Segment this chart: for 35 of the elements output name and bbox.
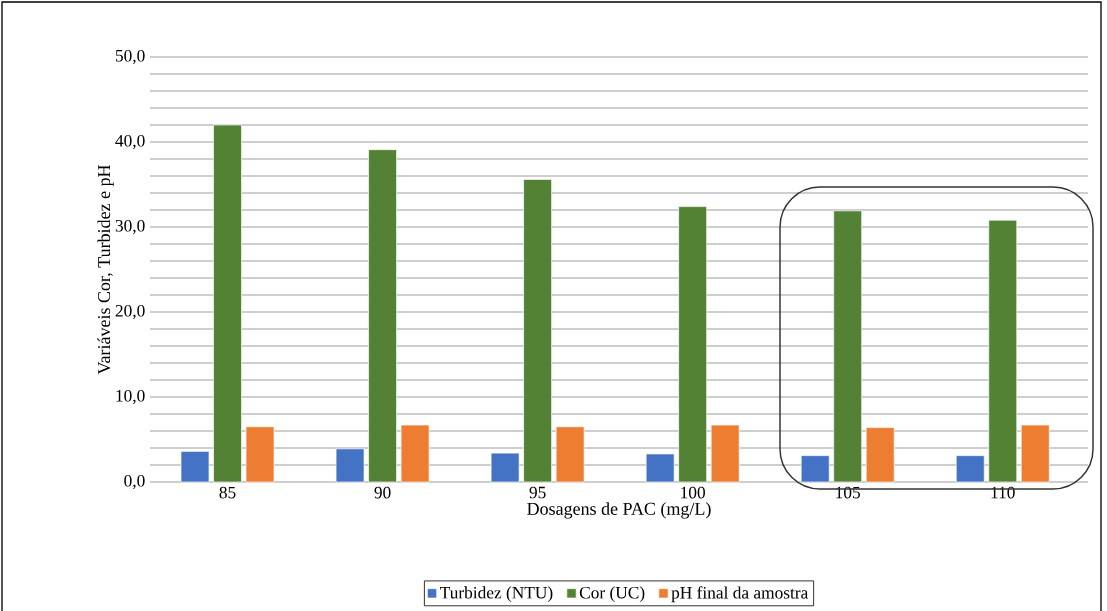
- y-tick-label: 20,0: [115, 304, 145, 320]
- y-tick-label: 30,0: [115, 219, 145, 235]
- y-axis-title: Variáveis Cor, Turbidez e pH: [97, 164, 114, 375]
- x-tick-label: 95: [529, 486, 546, 499]
- y-tick-label: 0,0: [124, 474, 145, 490]
- bar: [678, 206, 707, 483]
- x-axis-title: Dosagens de PAC (mg/L): [527, 502, 711, 519]
- bar: [800, 455, 830, 483]
- bar: [555, 426, 585, 483]
- bar: [645, 453, 675, 483]
- bar: [368, 149, 397, 483]
- legend-label: Cor (UC): [579, 586, 645, 603]
- y-tick-label: 10,0: [116, 389, 145, 405]
- x-tick-label: 85: [219, 486, 236, 499]
- bar: [865, 427, 895, 483]
- y-tick-label: 50,0: [115, 49, 145, 65]
- x-tick-label: 90: [374, 486, 391, 499]
- x-tick-label: 100: [681, 486, 705, 499]
- bar: [955, 455, 985, 483]
- bar: [245, 426, 275, 483]
- bar: [833, 210, 863, 483]
- bar: [335, 448, 365, 483]
- x-tick-label: 110: [991, 486, 1015, 499]
- bar: [710, 424, 740, 483]
- bar: [213, 124, 242, 483]
- bar: [988, 219, 1018, 483]
- bar: [400, 424, 430, 483]
- bar: [1020, 424, 1050, 483]
- bar: [180, 451, 210, 483]
- legend-label: pH final da amostra: [671, 586, 809, 603]
- legend-label: Turbidez (NTU): [440, 586, 553, 603]
- y-tick-label: 40,0: [115, 134, 145, 150]
- bar: [523, 179, 552, 483]
- bar: [490, 452, 520, 483]
- x-tick-label: 105: [836, 486, 861, 499]
